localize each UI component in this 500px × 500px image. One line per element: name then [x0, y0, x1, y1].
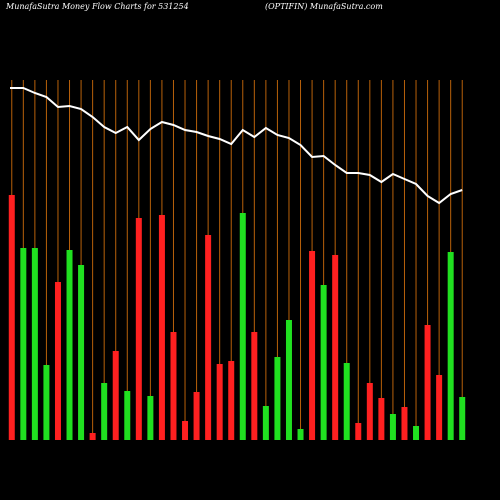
bar	[31, 248, 38, 440]
bar	[343, 363, 350, 440]
bar	[320, 285, 327, 440]
bar	[436, 375, 443, 440]
chart-title: MunafaSutra Money Flow Charts for 531254	[5, 2, 189, 11]
bar	[170, 332, 177, 440]
bar	[78, 265, 85, 440]
bar	[355, 423, 362, 440]
bar	[251, 332, 258, 440]
bar	[309, 251, 316, 440]
bar	[297, 429, 304, 440]
bar	[66, 250, 73, 440]
bar	[205, 235, 212, 440]
bar	[332, 255, 339, 440]
bar	[147, 396, 154, 440]
flow-line	[10, 87, 463, 205]
bar	[101, 383, 108, 440]
bar	[389, 414, 396, 440]
bar	[182, 421, 189, 440]
bar	[20, 248, 27, 440]
bar	[54, 282, 61, 440]
bar	[193, 392, 200, 440]
bar	[262, 406, 269, 440]
bar	[285, 320, 292, 440]
bar	[228, 361, 235, 440]
bar	[401, 407, 408, 440]
bar	[378, 398, 385, 440]
bar	[216, 364, 223, 440]
chart-subtitle: (OPTIFIN) MunafaSutra.com	[265, 2, 383, 11]
bar	[89, 433, 96, 440]
bar	[424, 325, 431, 440]
bar	[43, 365, 50, 440]
bar	[158, 215, 165, 440]
bar	[274, 357, 281, 440]
bar	[366, 383, 373, 440]
bar	[112, 351, 119, 440]
bar	[459, 397, 466, 440]
bar	[447, 252, 454, 440]
bar	[413, 426, 420, 440]
bar	[135, 218, 142, 440]
bar	[124, 391, 131, 440]
bar	[8, 195, 15, 440]
bar	[239, 213, 246, 440]
